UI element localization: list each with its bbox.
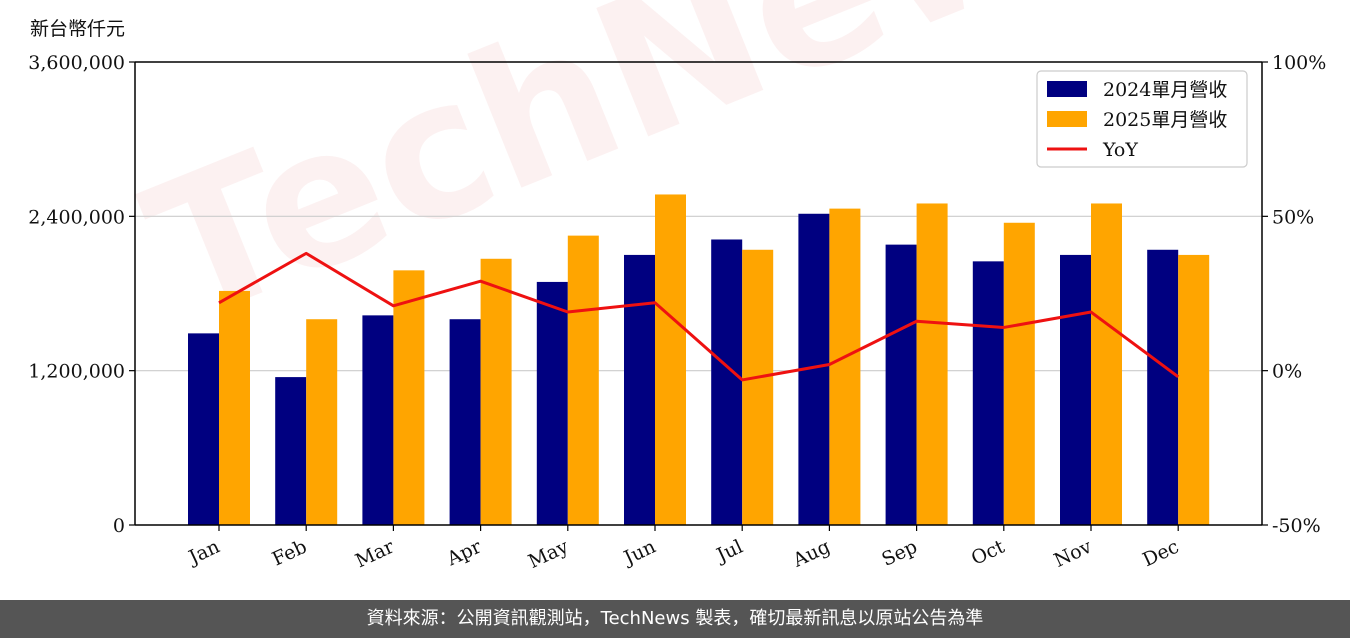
- bar-2024-sep: [885, 244, 917, 525]
- y-axis-unit-label: 新台幣仟元: [30, 18, 126, 40]
- bar-2025-aug: [829, 208, 861, 525]
- bar-2024-oct: [972, 261, 1004, 525]
- y-left-tick-label: 2,400,000: [28, 206, 125, 228]
- legend-label-2: YoY: [1102, 139, 1138, 161]
- legend-label-0: 2024單月營收: [1103, 79, 1227, 101]
- y-left-tick-label: 3,600,000: [28, 52, 125, 74]
- y-left-tick-label: 0: [113, 515, 125, 537]
- legend-box: [1036, 70, 1248, 168]
- x-tick-label-sep: Sep: [878, 536, 920, 571]
- bar-2025-jul: [742, 249, 774, 525]
- legend: 2024單月營收 2025單月營收 YoY: [1036, 70, 1248, 168]
- x-tick-label-may: May: [525, 535, 572, 573]
- bar-2024-jun: [624, 254, 655, 525]
- yoy-line: [218, 251, 1180, 382]
- x-tick-label-dec: Dec: [1139, 536, 1182, 572]
- yoy-line-layer: [218, 251, 1180, 382]
- bar-2024-feb: [275, 377, 307, 525]
- bar-2024-may: [536, 281, 568, 525]
- bar-2025-feb: [306, 319, 338, 525]
- x-tick-label-jul: Jul: [712, 536, 747, 568]
- bar-2024-nov: [1060, 254, 1091, 525]
- bar-2025-sep: [916, 203, 948, 525]
- legend-swatch-1: [1047, 111, 1087, 127]
- bar-2025-oct: [1003, 222, 1035, 525]
- bar-2025-mar: [393, 270, 425, 525]
- x-tick-label-aug: Aug: [789, 536, 834, 572]
- bar-2025-may: [567, 235, 599, 525]
- x-tick-label-feb: Feb: [269, 536, 311, 571]
- y-right-tick-label: 100%: [1272, 52, 1326, 74]
- bar-2024-jan: [188, 333, 219, 525]
- x-tick-label-jan: Jan: [184, 536, 223, 570]
- x-tick-label-jun: Jun: [619, 536, 659, 570]
- x-tick-label-apr: Apr: [443, 535, 486, 571]
- bar-2024-mar: [362, 315, 394, 525]
- axes-layer: 0 1,200,000 2,400,000 3,600,000 -50% 0% 50% 100…: [28, 52, 1326, 573]
- legend-label-1: 2025單月營收: [1103, 109, 1227, 131]
- bar-2025-dec: [1178, 254, 1210, 525]
- y-right-tick-label: 50%: [1272, 206, 1314, 228]
- bar-2025-jan: [219, 290, 250, 525]
- legend-swatch-0: [1047, 81, 1087, 97]
- bars-layer: [188, 194, 1210, 525]
- x-tick-label-oct: Oct: [968, 535, 1008, 569]
- source-footer: 資料來源：公開資訊觀測站，TechNews 製表，確切最新訊息以原站公告為準: [0, 600, 1350, 638]
- bar-2024-dec: [1147, 249, 1179, 525]
- y-right-tick-label: -50%: [1272, 515, 1321, 537]
- bar-2025-jun: [655, 194, 686, 525]
- bar-2024-jul: [711, 239, 743, 525]
- y-right-tick-label: 0%: [1272, 361, 1302, 383]
- y-left-tick-label: 1,200,000: [28, 361, 125, 383]
- x-tick-label-nov: Nov: [1051, 535, 1096, 571]
- bar-2025-nov: [1091, 203, 1122, 525]
- bar-2024-apr: [449, 319, 481, 525]
- bar-2025-apr: [480, 258, 512, 525]
- revenue-chart: 0 1,200,000 2,400,000 3,600,000 -50% 0% 50% 100…: [28, 52, 1326, 573]
- x-tick-label-mar: Mar: [352, 535, 398, 572]
